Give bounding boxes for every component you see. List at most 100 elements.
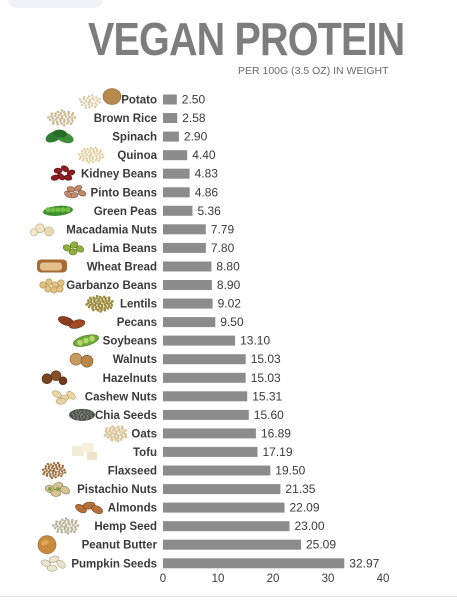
- walnuts-icon: [69, 352, 94, 368]
- icon-shape: [66, 391, 76, 400]
- icon-shape: [89, 300, 93, 304]
- icon-shape: [77, 339, 83, 346]
- icon-shape: [87, 103, 90, 106]
- icon-shape: [67, 521, 71, 524]
- lentils-icon: [85, 294, 114, 313]
- icon-shape: [100, 297, 104, 300]
- icon-shape: [87, 305, 91, 309]
- icon-shape: [94, 101, 97, 104]
- icon-shape: [106, 432, 110, 436]
- icon-shape: [60, 470, 64, 473]
- browser-tab-pill: [8, 0, 103, 8]
- icon-shape: [70, 117, 74, 121]
- icon-shape: [41, 373, 53, 385]
- icon-shape: [56, 487, 60, 492]
- icon-shape: [67, 110, 70, 114]
- icon-shape: [60, 122, 63, 125]
- icon-shape: [87, 95, 91, 98]
- icon-shape: [114, 429, 118, 433]
- icon-shape: [97, 304, 101, 308]
- icon-shape: [52, 462, 56, 465]
- icon-shape: [63, 471, 67, 474]
- chart-row: Hazelnuts 15.03: [41, 370, 281, 386]
- value-label: 2.50: [182, 93, 206, 107]
- icon-shape: [89, 335, 95, 342]
- icon-shape: [64, 115, 68, 118]
- value-label: 4.40: [192, 148, 216, 162]
- value-label: 8.80: [216, 260, 240, 274]
- icon-shape: [95, 103, 98, 107]
- icon-shape: [81, 154, 85, 157]
- value-label: 9.02: [218, 297, 242, 311]
- icon-shape: [77, 413, 79, 416]
- icon-shape: [64, 530, 67, 533]
- icon-shape: [96, 153, 100, 156]
- value-label: 16.89: [261, 426, 291, 440]
- value-label: 7.80: [211, 241, 235, 255]
- icon-shape: [74, 522, 77, 525]
- value-label: 22.09: [290, 501, 320, 515]
- icon-shape: [54, 118, 58, 121]
- chart-row: Walnuts 15.03: [69, 352, 281, 368]
- icon-shape: [84, 99, 88, 103]
- value-label: 15.31: [252, 389, 282, 403]
- icon-shape: [71, 119, 74, 123]
- icon-shape: [91, 155, 95, 158]
- icon-shape: [75, 245, 85, 253]
- icon-shape: [89, 159, 92, 162]
- icon-shape: [63, 468, 66, 472]
- icon-shape: [87, 101, 90, 104]
- icon-shape: [76, 416, 79, 419]
- icon-shape: [71, 412, 74, 415]
- icon-shape: [84, 149, 87, 153]
- icon-shape: [97, 298, 101, 301]
- chart-row: Tofu 17.19: [72, 442, 293, 460]
- icon-shape: [60, 114, 64, 118]
- icon-shape: [59, 117, 62, 121]
- icon-shape: [62, 110, 66, 114]
- icon-shape: [60, 485, 70, 495]
- icon-shape: [61, 464, 65, 468]
- icon-shape: [106, 307, 110, 310]
- icon-shape: [93, 303, 97, 307]
- icon-shape: [60, 524, 64, 528]
- icon-shape: [85, 303, 88, 306]
- icon-shape: [44, 226, 54, 237]
- value-label: 5.36: [198, 204, 222, 218]
- icon-shape: [60, 474, 63, 478]
- icon-shape: [86, 148, 89, 151]
- icon-shape: [101, 299, 104, 302]
- almonds-icon: [75, 501, 103, 514]
- icon-shape: [46, 564, 58, 572]
- bar: [163, 446, 258, 457]
- bar: [163, 242, 206, 253]
- category-label: Pecans: [117, 317, 157, 329]
- brown-rice-icon: [47, 109, 77, 127]
- icon-shape: [119, 437, 123, 441]
- icon-shape: [73, 530, 76, 534]
- bar: [163, 113, 178, 123]
- icon-shape: [61, 472, 64, 475]
- chart-row: Spinach 2.90: [45, 129, 208, 144]
- icon-shape: [64, 517, 68, 520]
- value-label: 13.10: [240, 334, 270, 348]
- icon-shape: [110, 431, 114, 435]
- peanut-butter-icon: [37, 535, 57, 555]
- icon-shape: [85, 157, 89, 161]
- icon-shape: [77, 409, 80, 412]
- icon-shape: [75, 410, 78, 413]
- icon-shape: [74, 525, 77, 529]
- icon-shape: [77, 190, 87, 197]
- icon-shape: [67, 120, 71, 123]
- icon-shape: [85, 153, 89, 156]
- icon-shape: [83, 337, 89, 344]
- quinoa-icon: [77, 146, 105, 164]
- icon-shape: [101, 155, 105, 159]
- value-label: 7.79: [211, 222, 235, 236]
- icon-shape: [55, 120, 59, 124]
- icon-shape: [95, 150, 99, 153]
- icon-shape: [83, 416, 85, 419]
- icon-shape: [84, 412, 87, 415]
- icon-shape: [110, 425, 114, 429]
- icon-shape: [86, 97, 89, 100]
